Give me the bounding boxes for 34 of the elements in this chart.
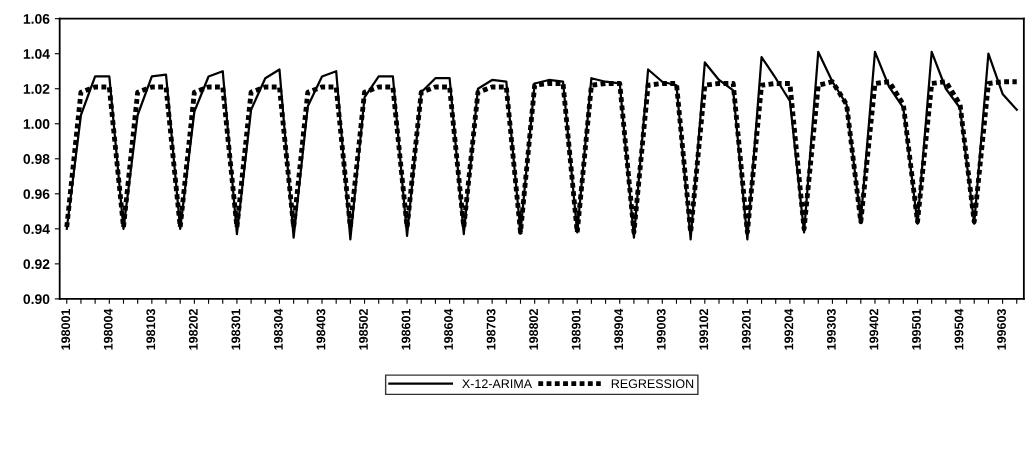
x-tick-label: 199003 bbox=[656, 309, 666, 350]
x-tick-label: 198403 bbox=[316, 309, 326, 350]
legend-label: X-12-ARIMA bbox=[462, 379, 533, 388]
y-tick-label: 0.98 bbox=[23, 154, 50, 164]
x-tick-label: 198304 bbox=[273, 308, 283, 350]
x-tick-label: 199603 bbox=[997, 309, 1006, 350]
x-tick-label: 198301 bbox=[231, 308, 241, 350]
x-tick-label: 198802 bbox=[529, 309, 539, 350]
x-tick-label: 199504 bbox=[954, 308, 964, 350]
x-tick-label: 198004 bbox=[103, 308, 113, 350]
y-tick-label: 0.92 bbox=[23, 259, 50, 270]
y-tick-label: 1.04 bbox=[23, 49, 50, 59]
y-tick-label: 0.96 bbox=[23, 189, 50, 199]
x-tick-label: 198202 bbox=[188, 309, 198, 350]
x-tick-label: 198001 bbox=[61, 308, 71, 350]
y-tick-label: 0.94 bbox=[23, 224, 50, 234]
x-tick-label: 198103 bbox=[146, 309, 156, 350]
x-tick-label: 198703 bbox=[486, 309, 496, 350]
y-tick-label: 1.02 bbox=[23, 84, 50, 94]
x-tick-label: 199201 bbox=[741, 308, 751, 350]
x-tick-label: 199204 bbox=[784, 308, 794, 350]
y-tick-label: 1.06 bbox=[23, 14, 50, 24]
legend-label: REGRESSION bbox=[611, 379, 694, 389]
x-tick-label: 198904 bbox=[614, 308, 624, 350]
x-tick-label: 198604 bbox=[444, 308, 453, 350]
y-tick-label: 1.00 bbox=[23, 119, 50, 129]
x-tick-label: 198901 bbox=[571, 308, 581, 350]
x-tick-label: 199501 bbox=[912, 308, 921, 350]
x-tick-label: 199402 bbox=[869, 309, 879, 350]
x-tick-label: 198502 bbox=[359, 309, 368, 350]
x-tick-label: 199303 bbox=[826, 309, 836, 350]
x-tick-label: 199102 bbox=[699, 309, 709, 350]
x-tick-label: 198601 bbox=[401, 308, 411, 350]
y-tick-label: 0.90 bbox=[23, 294, 50, 305]
